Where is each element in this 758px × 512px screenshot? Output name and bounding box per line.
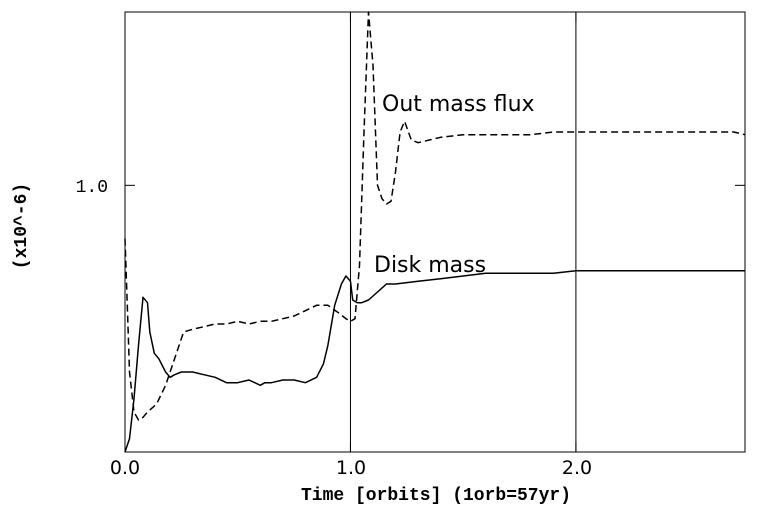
y-tick-label-0: 1.0 (76, 178, 108, 198)
x-axis-label: Time [orbits] (1orb=57yr) (301, 486, 571, 506)
x-tick-label-2: 2.0 (562, 457, 592, 479)
series-line-out-mass-flux (124, 11, 746, 421)
series-group (124, 11, 746, 453)
axis-ticks (124, 12, 745, 452)
annotation-disk-mass: Disk mass (374, 253, 486, 278)
x-tick-label-0: 0.0 (110, 457, 140, 479)
plot-frame (124, 11, 746, 453)
reference-lines (349, 12, 577, 452)
annotation-out-mass-flux: Out mass flux (382, 92, 535, 117)
y-axis-label: (x10^-6) (12, 183, 32, 269)
series-line-disk-mass (124, 269, 745, 453)
x-tick-label-1: 1.0 (336, 457, 366, 479)
